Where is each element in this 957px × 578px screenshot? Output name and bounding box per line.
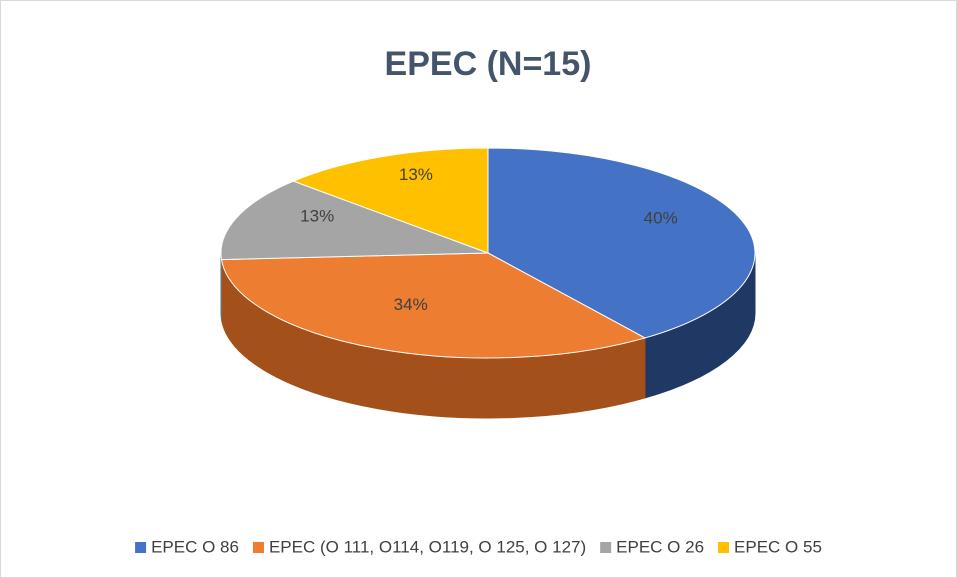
legend-label: EPEC O 55 [734, 537, 822, 556]
slice [487, 147, 756, 339]
slice-side [220, 252, 223, 320]
legend-swatch [718, 542, 730, 553]
legend-swatch [252, 542, 264, 553]
slice [292, 147, 489, 254]
legend-label: EPEC O 86 [151, 537, 239, 556]
legend-swatch [135, 542, 147, 553]
slice [220, 252, 647, 359]
data-label: 40% [644, 208, 678, 227]
slice [220, 180, 489, 261]
legend-swatch [600, 542, 612, 553]
data-label: 13% [300, 206, 334, 225]
data-label: 13% [399, 165, 433, 184]
chart-title: EPEC (N=15) [385, 45, 592, 83]
data-label: 34% [394, 295, 428, 314]
legend-label: EPEC O 26 [616, 537, 704, 556]
legend-label: EPEC (O 111, O114, O119, O 125, O 127) [269, 537, 586, 556]
